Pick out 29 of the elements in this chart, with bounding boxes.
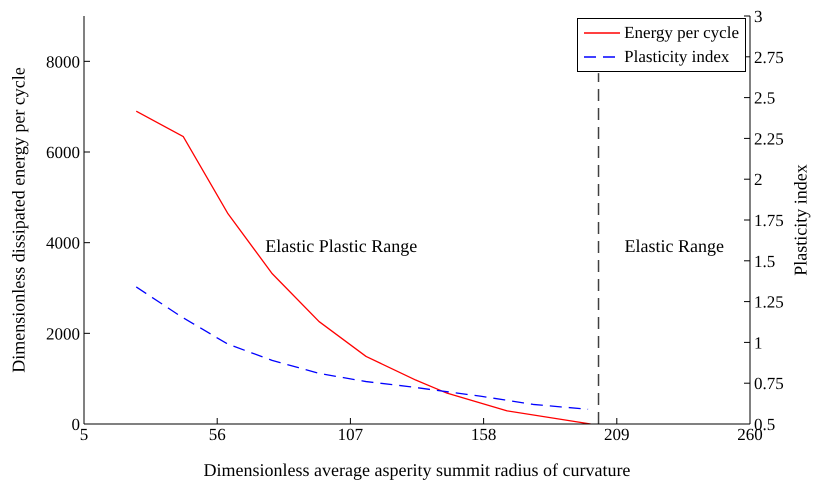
y2-tick-label: 1.75 <box>754 211 784 230</box>
y-tick-label: 4000 <box>46 234 80 253</box>
y2-tick-label: 2.75 <box>754 48 784 67</box>
x-tick-label: 158 <box>470 425 496 444</box>
legend-label: Plasticity index <box>624 46 730 68</box>
y-tick-label: 0 <box>72 415 80 434</box>
line-series <box>136 110 592 424</box>
y-axis-title: Dimensionless dissipated energy per cycle <box>8 67 28 373</box>
x-axis-title: Dimensionless average asperity summit radius of curvature <box>204 460 630 480</box>
y2-tick-label: 3 <box>754 7 762 26</box>
y2-tick-label: 2.5 <box>754 88 776 108</box>
legend-label: Energy per cycle <box>624 22 739 44</box>
y2-axis-title: Plasticity index <box>790 164 810 276</box>
annotation: Elastic Plastic Range <box>264 236 418 258</box>
x-tick-label: 209 <box>604 425 630 444</box>
y-tick-label: 8000 <box>46 52 80 72</box>
y-tick-label: 2000 <box>46 324 80 344</box>
x-tick-label: 107 <box>338 425 364 444</box>
x-tick-label: 5 <box>80 425 88 444</box>
y2-tick-label: 0.75 <box>754 374 784 394</box>
x-tick-label: 56 <box>208 425 226 444</box>
y2-tick-label: 1.25 <box>754 292 784 312</box>
line-series <box>136 286 589 410</box>
y2-tick-label: 2.25 <box>754 129 784 148</box>
annotation: Elastic Range <box>624 236 724 256</box>
y2-tick-label: 1.5 <box>754 252 776 271</box>
y-tick-label: 6000 <box>46 143 80 162</box>
y2-tick-label: 2 <box>754 170 762 190</box>
y2-tick-label: 1 <box>754 333 762 352</box>
